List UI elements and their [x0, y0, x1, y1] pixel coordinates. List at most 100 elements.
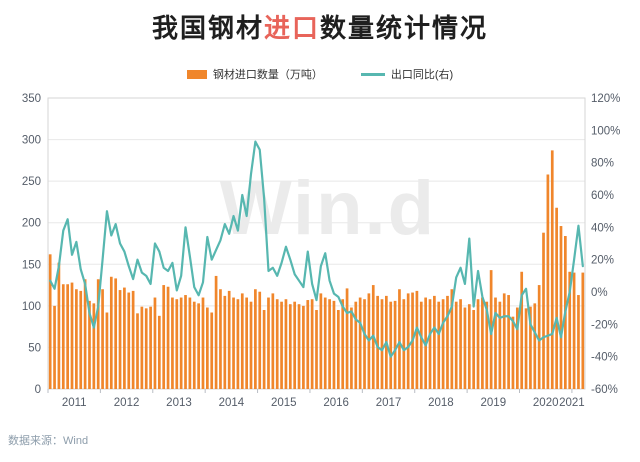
x-axis-year-label: 2012 [114, 397, 140, 409]
import-bar [577, 295, 580, 389]
import-bar [101, 289, 104, 389]
import-bar [350, 307, 353, 389]
import-bar [240, 293, 244, 389]
import-bar [48, 254, 52, 389]
import-bar [140, 306, 144, 389]
x-axis-year-label: 2013 [166, 397, 192, 409]
import-bar [415, 290, 419, 389]
x-axis-year-label: 2016 [323, 397, 349, 409]
import-bar [485, 301, 489, 389]
import-bar [297, 304, 301, 389]
import-bar [88, 300, 91, 389]
import-bar [568, 271, 572, 389]
import-bar [157, 315, 161, 389]
import-bar [105, 312, 109, 389]
x-axis-year-label: 2019 [481, 397, 507, 409]
import-bar [363, 299, 366, 389]
import-bar [328, 299, 331, 389]
import-bar [463, 307, 467, 389]
legend-item-exports: 出口同比(右) [360, 66, 454, 82]
import-bar [131, 290, 135, 389]
import-bar [206, 307, 209, 389]
x-axis-year-label: 2017 [376, 397, 402, 409]
page-title: 我国钢材进口数量统计情况 [0, 8, 640, 45]
import-bar [232, 297, 235, 389]
left-axis-tick-label: 100 [22, 301, 41, 313]
right-axis-tick-label: 40% [591, 222, 614, 234]
import-bar [70, 282, 74, 389]
import-bar [419, 301, 423, 389]
import-bar [393, 300, 397, 389]
legend-imports-label: 钢材进口数量（万吨） [212, 69, 323, 81]
legend: 钢材进口数量（万吨） 出口同比(右) [0, 66, 640, 82]
import-bar [57, 262, 61, 389]
import-bar [144, 308, 148, 389]
import-bar [184, 295, 187, 389]
left-axis-tick-label: 300 [22, 135, 41, 147]
import-bar [310, 299, 314, 389]
x-axis-year-label: 2011 [62, 397, 87, 409]
import-bar [288, 304, 292, 389]
x-axis-year-label: 2015 [271, 397, 297, 409]
import-bar [96, 279, 100, 389]
import-bar [546, 174, 550, 389]
import-bar [433, 295, 436, 389]
import-bar [537, 285, 541, 389]
import-bar [75, 289, 78, 389]
import-bar [136, 313, 139, 389]
title-highlight: 进口 [263, 13, 320, 43]
import-bar [511, 316, 515, 389]
left-axis-tick-label: 50 [28, 342, 41, 354]
left-axis-labels: 0 50 100 150 200 250 300 350 [22, 93, 41, 396]
left-axis-tick-label: 250 [22, 176, 41, 188]
x-axis-year-label: 2018 [428, 397, 454, 409]
import-bar [188, 297, 192, 389]
title-prefix: 我国钢材 [151, 13, 264, 43]
import-bar [214, 275, 218, 389]
import-bar [467, 304, 471, 389]
import-bar [402, 299, 406, 389]
import-bar [389, 301, 393, 389]
import-bar [437, 301, 441, 389]
import-bar [502, 293, 506, 389]
import-bar [306, 300, 310, 389]
import-bar [380, 299, 384, 389]
left-axis-tick-label: 0 [35, 384, 41, 396]
import-bar [280, 301, 283, 389]
import-bar [162, 285, 166, 389]
import-bar [507, 295, 510, 389]
import-bar [476, 299, 480, 389]
import-bar [66, 284, 69, 389]
import-bar [354, 301, 358, 389]
right-axis-tick-label: 0% [591, 287, 608, 299]
import-bar [542, 232, 545, 389]
import-bar [524, 308, 528, 389]
import-bar [109, 276, 113, 389]
import-bar [323, 297, 327, 389]
import-bar [153, 297, 157, 389]
import-bar [472, 310, 476, 389]
import-bar [275, 299, 279, 389]
import-bar [267, 297, 270, 389]
import-bar [53, 305, 56, 389]
import-bar [450, 289, 454, 389]
source-note: 数据来源：Wind [8, 435, 89, 447]
import-bar [201, 297, 205, 389]
import-bar [559, 226, 563, 389]
export-yoy-line [49, 140, 584, 358]
import-bar [254, 289, 257, 389]
line-swatch-icon [360, 72, 385, 76]
import-bar [258, 291, 262, 389]
import-bar [179, 297, 183, 389]
x-axis-labels: 2011 2012 2013 2014 2015 2016 2017 2018 2019 2020… [62, 397, 585, 409]
import-bar [210, 312, 214, 389]
legend-exports-label: 出口同比(右) [390, 69, 454, 81]
import-bar [515, 307, 519, 389]
import-bar [459, 299, 462, 389]
import-bar [481, 297, 484, 389]
import-bar [249, 301, 253, 389]
x-axis-year-label: 2021 [559, 397, 585, 409]
right-axis-tick-label: 20% [591, 255, 614, 267]
import-bar [284, 299, 288, 389]
import-bar [123, 287, 126, 389]
